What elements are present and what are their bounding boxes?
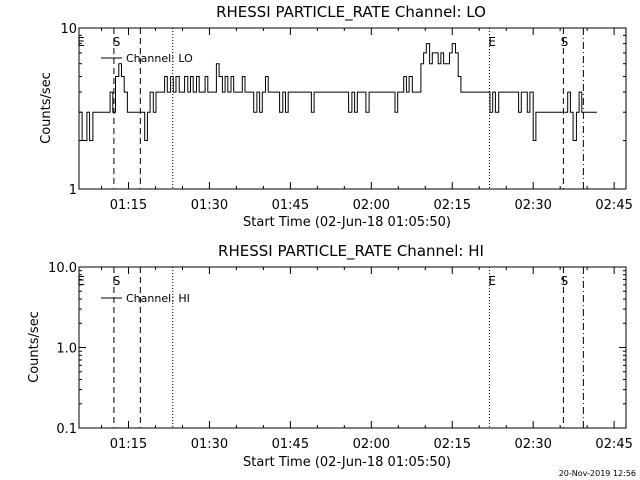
x-tick-label: 02:45 <box>595 198 632 213</box>
chart-title-lo: RHESSI PARTICLE_RATE Channel: LO <box>216 3 486 22</box>
x-tick-label: 02:15 <box>434 437 471 452</box>
x-tick-label: 02:30 <box>514 198 551 213</box>
event-annotation: E <box>77 274 85 288</box>
panel-hi: RHESSI PARTICLE_RATE Channel: HI Counts/… <box>27 242 633 470</box>
ticks-lo: 01:15 01:30 01:45 02:00 02:15 02:30 02:45 1 10 <box>60 22 632 213</box>
legend-hi: Channel: HI <box>101 292 190 305</box>
ticks-hi: 01:15 01:30 01:45 02:00 02:15 02:30 02:45 0.1 1.… <box>48 261 633 452</box>
series-lo <box>78 43 597 141</box>
x-tick-label: 02:00 <box>353 198 390 213</box>
x-tick-label: 01:30 <box>191 437 228 452</box>
y-tick-label: 0.1 <box>56 422 77 437</box>
plot-frame-lo <box>78 27 627 190</box>
legend-label-lo: Channel: LO <box>126 52 193 65</box>
y-axis-label-lo: Counts/sec <box>39 72 54 144</box>
x-tick-label: 02:45 <box>595 437 632 452</box>
event-annotation: E <box>488 274 496 288</box>
x-axis-label-lo: Start Time (02-Jun-18 01:05:50) <box>243 215 451 230</box>
y-tick-label: 10.0 <box>48 261 77 276</box>
x-tick-label: 02:30 <box>514 437 551 452</box>
chart-title-hi: RHESSI PARTICLE_RATE Channel: HI <box>218 242 484 261</box>
x-tick-label: 01:15 <box>110 198 147 213</box>
legend-lo: Channel: LO <box>101 52 193 65</box>
event-annotation: S <box>561 274 569 288</box>
markers-lo <box>113 28 584 189</box>
event-annotation: S <box>113 274 121 288</box>
y-tick-label: 10 <box>60 22 77 37</box>
event-annotation: E <box>77 35 85 49</box>
x-tick-label: 02:00 <box>353 437 390 452</box>
data-series-line <box>78 43 597 141</box>
y-tick-label: 1.0 <box>56 342 77 357</box>
y-tick-label: 1 <box>69 183 77 198</box>
panel-lo: RHESSI PARTICLE_RATE Channel: LO Counts/… <box>39 3 633 230</box>
event-annotation: S <box>113 35 121 49</box>
x-tick-label: 01:30 <box>191 198 228 213</box>
markers-hi <box>113 267 584 428</box>
x-axis-label-hi: Start Time (02-Jun-18 01:05:50) <box>243 455 451 470</box>
x-tick-label: 01:15 <box>110 437 147 452</box>
y-axis-label-hi: Counts/sec <box>27 311 42 383</box>
footer-timestamp: 20-Nov-2019 12:56 <box>559 469 636 478</box>
event-annotation: E <box>488 35 496 49</box>
x-tick-label: 01:45 <box>272 437 309 452</box>
x-tick-label: 02:15 <box>434 198 471 213</box>
legend-label-hi: Channel: HI <box>126 292 190 305</box>
event-annotation: S <box>561 35 569 49</box>
x-tick-label: 01:45 <box>272 198 309 213</box>
